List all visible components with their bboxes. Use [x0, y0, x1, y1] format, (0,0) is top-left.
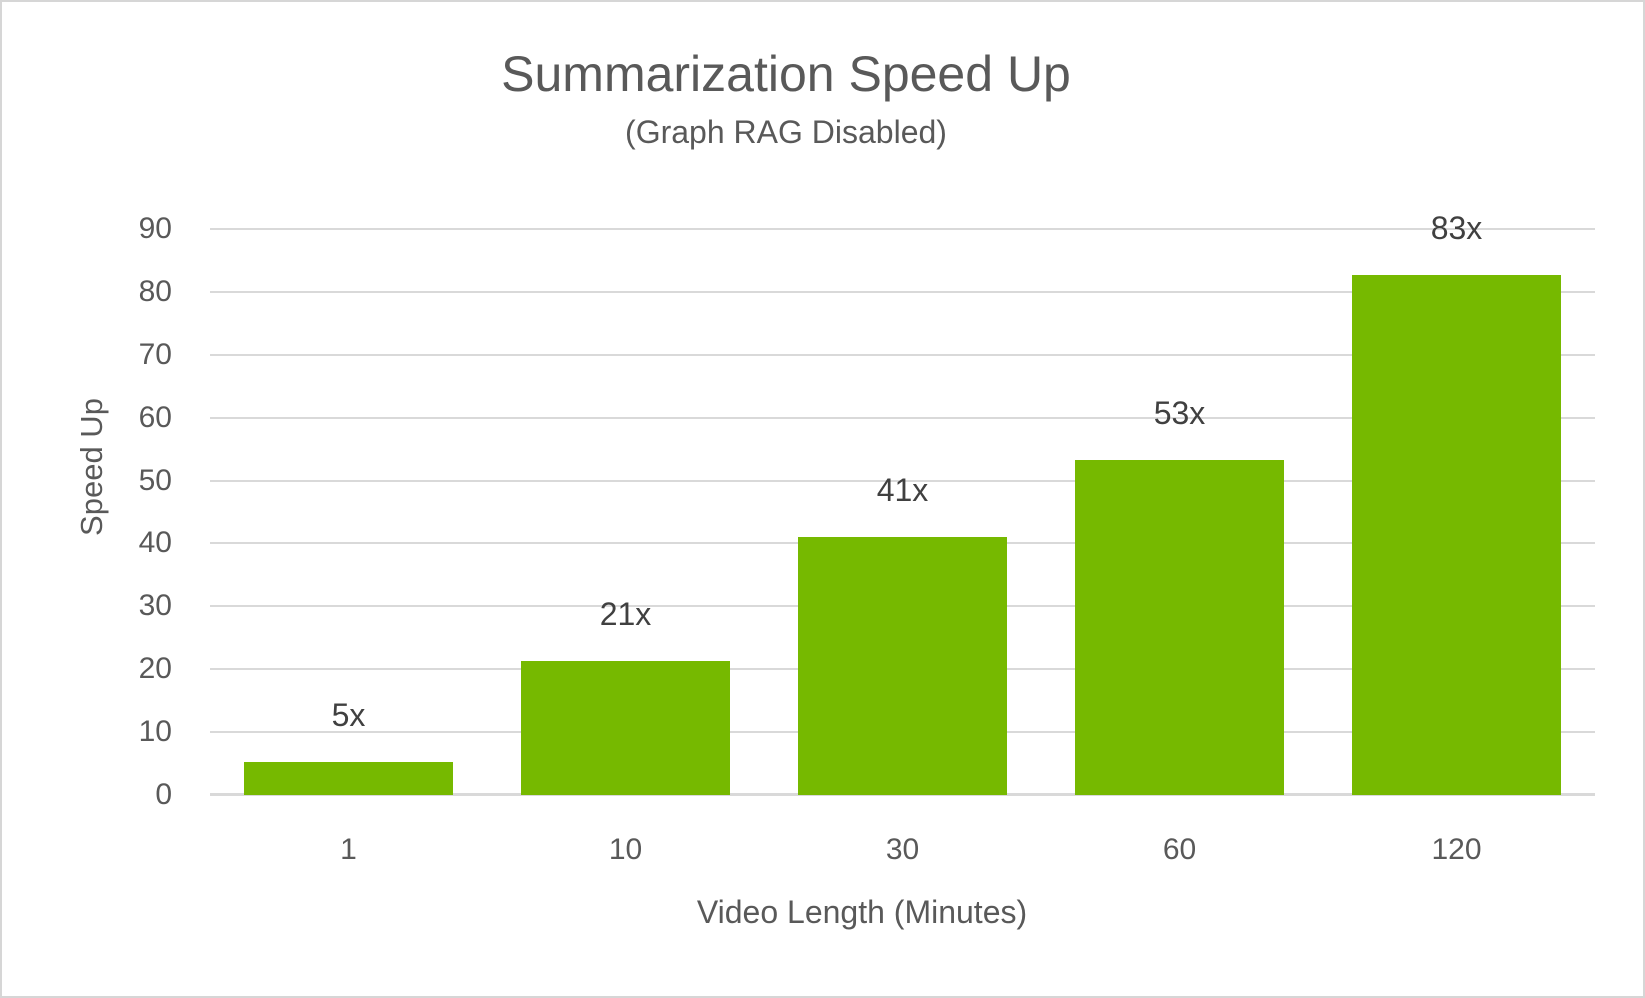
y-tick-label: 10 [138, 715, 172, 749]
x-tick-label: 60 [1162, 833, 1197, 866]
x-tick-label: 10 [608, 833, 643, 866]
y-tick-label: 20 [138, 652, 172, 686]
chart-title: Summarization Speed Up [501, 46, 1071, 102]
y-tick-label: 90 [138, 212, 172, 245]
x-tick-label: 120 [1431, 833, 1482, 866]
bar-value-label: 53x [1153, 394, 1206, 431]
plot-area: 5x 21x 41x 53x 83x [210, 211, 1595, 796]
x-tick-label: 1 [340, 833, 357, 866]
y-tick-label: 40 [138, 526, 172, 560]
y-tick-label: 50 [138, 463, 172, 497]
gridline [210, 353, 1595, 356]
bar [1352, 274, 1561, 795]
x-tick-label: 30 [885, 833, 920, 866]
bar-value-label: 21x [599, 596, 652, 633]
y-tick-label: 0 [155, 778, 172, 811]
bar [1075, 459, 1284, 795]
y-tick-label: 70 [138, 337, 172, 371]
bar-value-label: 41x [876, 472, 929, 509]
gridline [210, 228, 1595, 230]
bar-value-label: 83x [1430, 209, 1483, 246]
bar [521, 661, 730, 795]
x-axis-title: Video Length (Minutes) [696, 894, 1028, 930]
gridline [210, 479, 1595, 482]
y-tick-label: 60 [138, 400, 172, 434]
bar [244, 761, 453, 795]
bar-value-label: 5x [331, 696, 366, 733]
gridline [210, 416, 1595, 419]
y-tick-label: 80 [138, 274, 172, 308]
chart-subtitle: (Graph RAG Disabled) [625, 114, 947, 150]
gridline [210, 290, 1595, 293]
y-tick-label: 30 [138, 589, 172, 623]
bar [798, 537, 1007, 795]
